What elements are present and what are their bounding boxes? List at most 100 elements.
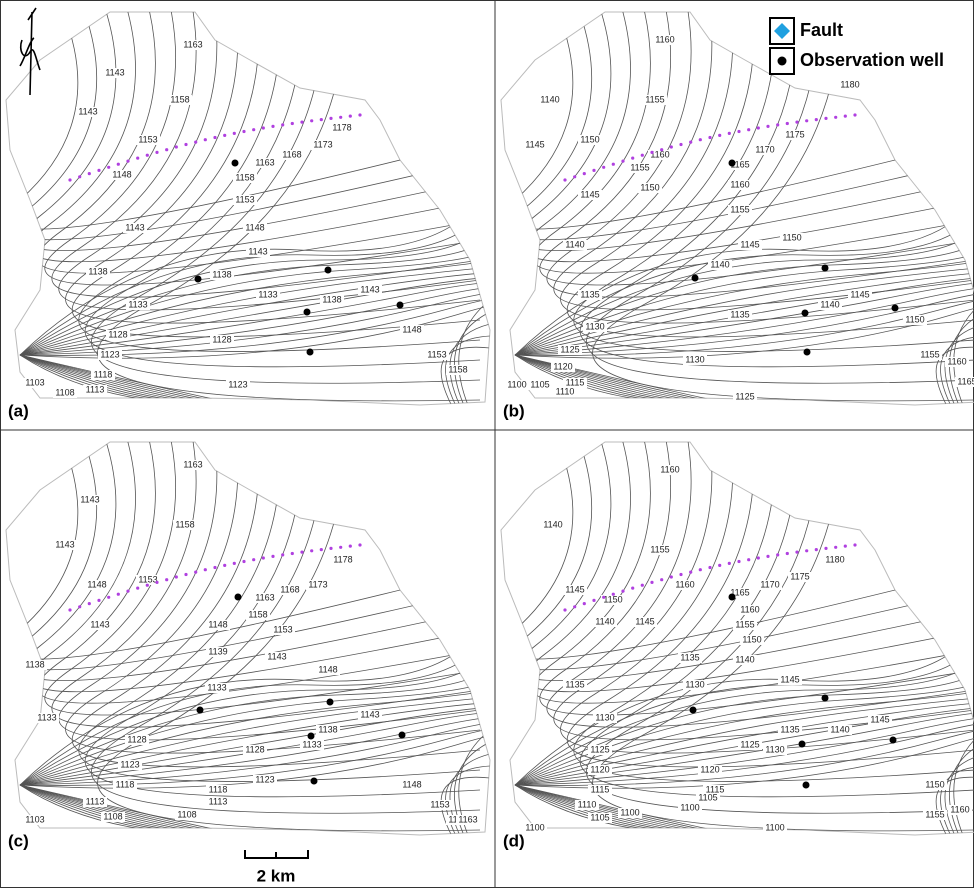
contour-label: 1165: [957, 376, 974, 386]
label-bg: [948, 805, 972, 815]
fault-dot: [747, 558, 751, 562]
fault-dot: [194, 140, 198, 144]
contour-label: 1133: [128, 299, 147, 309]
fault-dot: [358, 543, 362, 547]
fault-dot: [582, 172, 586, 176]
fault-dot: [563, 178, 567, 182]
contour-line: [514, 722, 974, 791]
label-bg: [173, 520, 197, 530]
contour-label: 1160: [660, 464, 679, 474]
fault-dot: [329, 546, 333, 550]
observation-well: [689, 706, 697, 714]
label-bg: [271, 625, 295, 635]
label-bg: [126, 300, 150, 310]
label-bg: [175, 810, 199, 820]
label-bg: [648, 150, 672, 160]
label-bg: [101, 812, 125, 822]
label-bg: [456, 815, 480, 825]
contour-line: [560, 442, 974, 754]
contour-label: 1115: [591, 784, 610, 794]
label-bg: [83, 385, 107, 395]
label-bg: [88, 620, 112, 630]
contour-label: 1113: [86, 796, 105, 806]
label-bg: [848, 290, 872, 300]
label-bg: [253, 593, 277, 603]
fault-dot: [97, 168, 101, 172]
label-bg: [53, 540, 77, 550]
fault-dot: [116, 162, 120, 166]
label-bg: [280, 150, 304, 160]
contour-line: [71, 442, 481, 768]
fault-dot: [834, 115, 838, 119]
contour-label: 1140: [565, 239, 584, 249]
contour-label: 1130: [595, 712, 614, 722]
observation-well: [889, 736, 897, 744]
fault-dot: [319, 118, 323, 122]
contour-label: 1165: [730, 587, 749, 597]
fault-dot: [727, 131, 731, 135]
label-bg: [53, 388, 77, 398]
contour-label: 1140: [595, 616, 614, 626]
panel-label: (b): [503, 401, 525, 420]
contour-line: [514, 272, 974, 356]
fault-dot: [87, 602, 91, 606]
observation-well: [821, 264, 829, 272]
contour-label: 1153: [430, 799, 449, 809]
fault-dot: [155, 150, 159, 154]
label-bg: [181, 460, 205, 470]
fault-dot: [184, 572, 188, 577]
label-bg: [828, 725, 852, 735]
contour-label: 1113: [209, 796, 228, 806]
fault-dot: [698, 138, 702, 142]
fault-dot: [68, 608, 72, 612]
contour-label: 1155: [650, 544, 669, 554]
label-bg: [205, 683, 229, 693]
contour-line: [449, 323, 490, 405]
contour-label: 1140: [830, 724, 849, 734]
contour-label: 1160: [675, 579, 694, 589]
label-bg: [618, 808, 642, 818]
contour-label: 1110: [578, 799, 597, 809]
contour-line: [514, 715, 974, 786]
label-bg: [538, 95, 562, 105]
fault-dot: [631, 156, 635, 160]
contour-label: 1145: [580, 189, 599, 199]
fault-dot: [107, 595, 111, 599]
contour-label: 1105: [698, 792, 717, 802]
fault-dot: [174, 575, 178, 579]
label-bg: [638, 183, 662, 193]
observation-well: [801, 309, 809, 317]
contour-line: [514, 289, 974, 356]
label-bg: [643, 95, 667, 105]
contour-label: 1148: [245, 222, 264, 232]
contour-line: [78, 442, 481, 782]
fault-dot: [203, 138, 207, 142]
contour-label: 1170: [760, 579, 779, 589]
label-bg: [256, 290, 280, 300]
contour-label: 1143: [125, 222, 144, 232]
contour-label: 1150: [603, 594, 622, 604]
label-bg: [578, 135, 602, 145]
contour-label: 1135: [565, 679, 584, 689]
label-bg: [300, 740, 324, 750]
contour-line: [546, 12, 974, 298]
contour-line: [19, 281, 490, 356]
contour-line: [58, 442, 481, 741]
fault-dot: [97, 598, 101, 602]
fault-dot: [573, 605, 577, 609]
label-bg: [523, 823, 547, 833]
label-bg: [358, 285, 382, 295]
contour-line: [19, 715, 490, 786]
label-bg: [578, 290, 602, 300]
contour-label: 1143: [105, 67, 124, 77]
fault-dot: [213, 565, 217, 570]
fault-dot: [107, 165, 111, 169]
label-bg: [683, 680, 707, 690]
observation-well: [398, 731, 406, 739]
fault-dot: [194, 570, 198, 574]
fault-dot: [213, 135, 217, 140]
fault-dot: [116, 592, 120, 596]
fault-dot: [261, 556, 265, 560]
contour-label: 1125: [740, 739, 759, 749]
label-bg: [733, 392, 757, 402]
